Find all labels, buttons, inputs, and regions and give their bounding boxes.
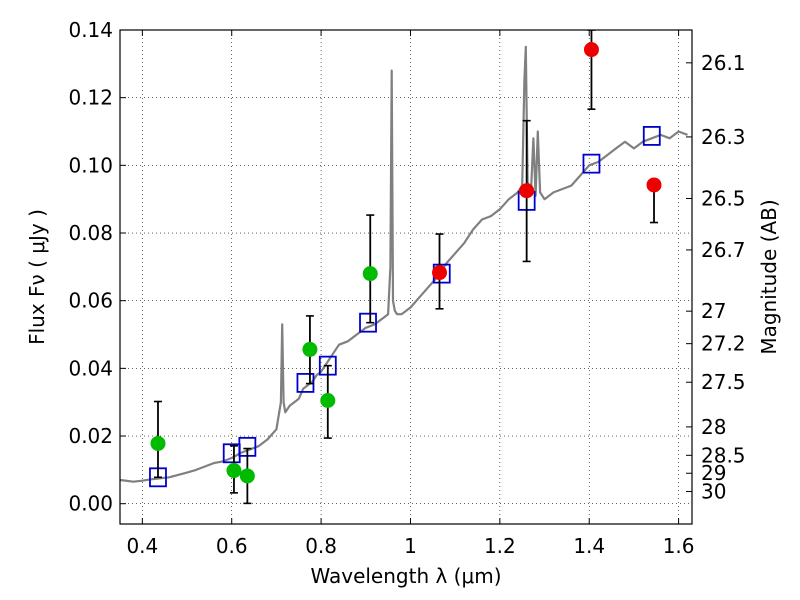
red-data-point xyxy=(519,183,535,199)
green-data-point xyxy=(226,463,242,479)
model-square-point xyxy=(582,153,601,174)
green-data-point xyxy=(302,341,318,357)
y2-tick-label: 29 xyxy=(701,461,726,485)
y-tick-label: 0.14 xyxy=(68,18,113,42)
green-data-point xyxy=(150,435,166,451)
model-square-point xyxy=(642,126,661,146)
red-data-point xyxy=(432,265,448,281)
y2-tick-label: 26.5 xyxy=(701,187,746,211)
x-tick-label: 0.8 xyxy=(305,534,337,558)
x-tick-label: 1 xyxy=(404,534,417,558)
y-tick-label: 0.04 xyxy=(68,356,113,380)
y-tick-label: 0.12 xyxy=(68,86,113,110)
x-tick-label: 0.6 xyxy=(216,534,248,558)
y2-tick-label: 27 xyxy=(701,299,726,323)
y2-tick-label: 26.7 xyxy=(701,238,746,262)
plot-background xyxy=(120,30,692,524)
y-tick-label: 0.00 xyxy=(68,492,113,516)
x-tick-label: 1.2 xyxy=(484,534,516,558)
green-data-point xyxy=(320,393,336,408)
x-tick-label: 1.4 xyxy=(573,534,605,558)
x-tick-label: 0.4 xyxy=(126,534,158,558)
x-axis-label: Wavelength λ (μm) xyxy=(310,564,501,588)
y2-tick-label: 26.3 xyxy=(701,125,746,149)
red-data-point xyxy=(583,42,599,58)
y2-tick-label: 26.1 xyxy=(701,51,746,75)
green-data-point xyxy=(362,266,378,282)
y-axis-label: Flux Fν ( μJy ) xyxy=(25,209,49,345)
y2-tick-label: 27.5 xyxy=(701,370,746,394)
y-tick-label: 0.08 xyxy=(68,221,113,245)
y-tick-label: 0.06 xyxy=(68,289,113,313)
model-square-point xyxy=(359,312,377,333)
plot-frame xyxy=(119,29,693,525)
y2-tick-label: 28 xyxy=(701,415,726,439)
green-data-point xyxy=(239,468,255,484)
red-data-point xyxy=(646,177,662,193)
y2-tick-label: 27.2 xyxy=(701,332,746,356)
x-tick-label: 1.6 xyxy=(663,534,695,558)
y2-tick-label: 28.5 xyxy=(701,443,746,467)
y2-tick-label: 30 xyxy=(701,480,726,504)
axis-ticks: 0.4 0.6 0.8 1 1.2 1.4 1.6 0.00 0.02 0.04 0.06 0.08 0… xyxy=(68,18,745,558)
plot-layer xyxy=(120,30,688,505)
y-tick-label: 0.02 xyxy=(68,424,113,448)
y-tick-label: 0.10 xyxy=(68,153,113,177)
y2-axis-label: Magnitude (AB) xyxy=(757,199,781,354)
